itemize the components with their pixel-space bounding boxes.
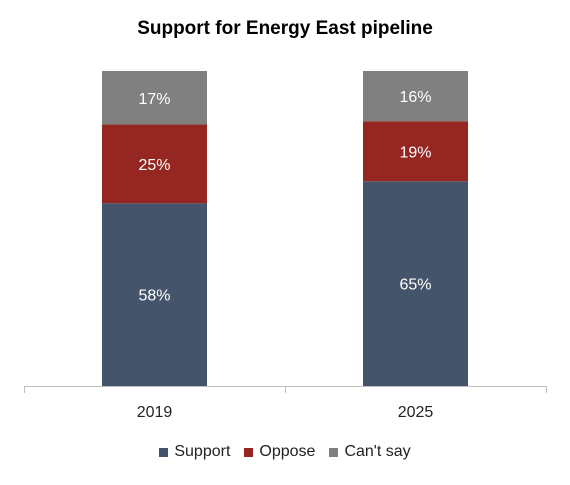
data-label: 17% (138, 91, 170, 108)
chart-title: Support for Energy East pipeline (137, 18, 433, 39)
legend-item: Support (159, 443, 230, 461)
legend-label: Oppose (259, 443, 316, 460)
legend-swatch (329, 447, 339, 457)
x-axis-ticks-group (24, 386, 547, 393)
bar-support-2025 (363, 181, 468, 386)
legend: Support Oppose Can't say (0, 443, 570, 461)
legend-swatch (244, 447, 254, 457)
x-tick-label: 2019 (137, 404, 173, 421)
data-label: 19% (399, 144, 431, 161)
legend-item: Oppose (244, 443, 315, 461)
data-labels-group: 58% 25% 17% 65% 19% 16% (138, 89, 431, 304)
bar-can-t-say-2019 (102, 71, 207, 125)
data-label: 58% (138, 288, 170, 305)
bar-support-2019 (102, 203, 207, 386)
legend-item: Can't say (329, 443, 411, 461)
legend-label: Can't say (344, 443, 411, 460)
legend-label: Support (174, 443, 231, 460)
data-label: 25% (138, 157, 170, 174)
bars-group (102, 71, 468, 386)
bar-oppose-2025 (363, 121, 468, 182)
x-axis-tick-labels-group: 2019 2025 (137, 404, 434, 421)
bar-oppose-2019 (102, 124, 207, 204)
x-tick-label: 2025 (398, 404, 434, 421)
bar-can-t-say-2025 (363, 71, 468, 122)
data-label: 16% (399, 89, 431, 106)
legend-swatch (159, 447, 169, 457)
data-label: 65% (399, 277, 431, 294)
